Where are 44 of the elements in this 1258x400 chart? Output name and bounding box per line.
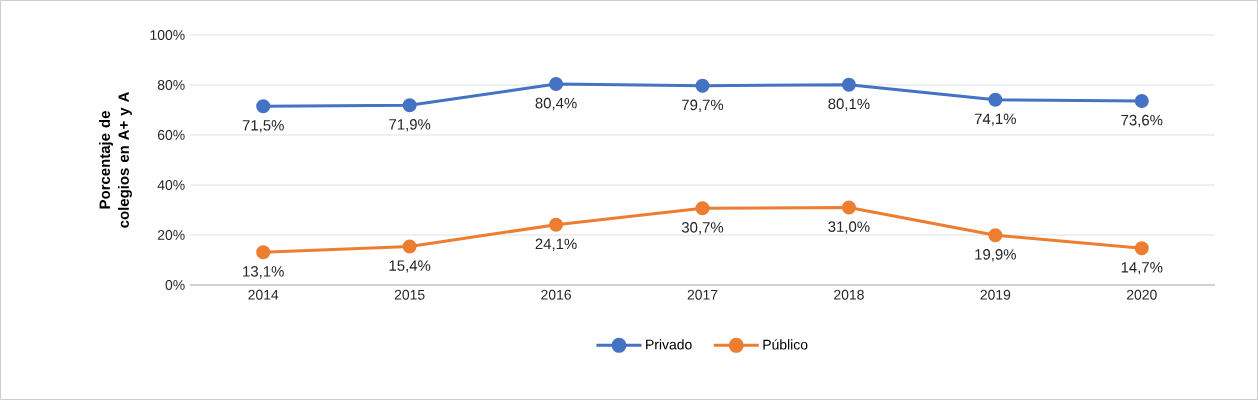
data-label: 19,9% <box>975 249 1016 262</box>
x-tick-label: 2015 <box>394 289 425 300</box>
x-tick-label: 2017 <box>687 289 718 300</box>
x-tick-label: 2020 <box>1126 289 1157 300</box>
y-tick-label: 100% <box>150 30 185 40</box>
data-label: 24,1% <box>535 238 577 251</box>
y-tick-label: 0% <box>165 280 185 290</box>
data-label: 74,1% <box>974 113 1016 126</box>
point <box>988 92 1003 107</box>
data-label: 14,7% <box>1121 262 1163 275</box>
x-tick-label: 2014 <box>248 289 279 300</box>
data-label: 80,1% <box>828 98 870 111</box>
point <box>402 98 417 113</box>
data-label: 79,7% <box>682 99 724 112</box>
point <box>695 201 710 216</box>
point <box>549 217 564 232</box>
x-tick-label: 2019 <box>980 289 1011 300</box>
point <box>402 239 417 254</box>
data-label: 31,0% <box>828 221 870 234</box>
y-tick-label: 60% <box>157 130 185 140</box>
legend-label: Privado <box>646 339 692 350</box>
y-tick-label: 20% <box>157 230 185 240</box>
point <box>841 200 856 215</box>
legend-label: Público <box>763 339 808 350</box>
data-label: 73,6% <box>1121 114 1163 128</box>
y-axis-title: Porcentaje de colegios en A+ y A <box>99 92 132 228</box>
point <box>841 77 856 92</box>
point <box>1134 94 1149 108</box>
point <box>988 228 1003 243</box>
point <box>256 99 271 114</box>
x-tick-label: 2018 <box>834 289 864 300</box>
data-label: 15,4% <box>389 260 431 273</box>
data-label: 71,5% <box>242 120 284 133</box>
point <box>256 245 271 260</box>
y-tick-label: 80% <box>157 80 185 90</box>
x-tick-label: 2016 <box>541 289 571 300</box>
data-label: 80,4% <box>535 97 577 111</box>
data-label: 30,7% <box>681 222 724 235</box>
point <box>695 78 710 93</box>
point <box>1134 241 1149 256</box>
point <box>549 77 564 91</box>
data-label: 13,1% <box>243 266 284 279</box>
data-label: 71,9% <box>389 119 431 132</box>
y-tick-label: 40% <box>157 180 185 190</box>
